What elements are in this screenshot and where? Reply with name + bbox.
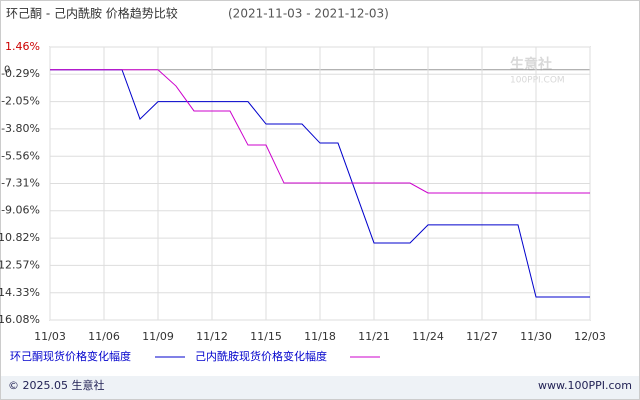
footer-right: www.100PPI.com (538, 379, 632, 392)
y-tick-label: -3.80% (1, 122, 40, 135)
x-tick-label: 11/03 (34, 330, 66, 343)
x-tick-label: 11/30 (520, 330, 552, 343)
y-tick-label: -14.33% (0, 286, 40, 299)
x-tick-label: 11/12 (196, 330, 228, 343)
x-tick-label: 11/18 (304, 330, 336, 343)
y-tick-label: -12.57% (0, 258, 40, 271)
x-tick-label: 11/15 (250, 330, 282, 343)
legend-label: 己内酰胺现货价格变化幅度 (195, 349, 327, 363)
watermark: 100PPI.COM (510, 76, 565, 86)
zero-label: 0 (4, 65, 10, 76)
y-tick-label: -10.82% (0, 231, 40, 244)
line (50, 69, 590, 194)
x-tick-label: 11/06 (88, 330, 120, 343)
y-tick-label: -16.08% (0, 313, 40, 326)
y-tick-label: -9.06% (1, 204, 40, 217)
watermark: 生意社 (510, 56, 552, 73)
legend-label: 环己酮现货价格变化幅度 (10, 349, 131, 363)
y-tick-label: -2.05% (1, 95, 40, 108)
y-tick-label: -5.56% (1, 149, 40, 162)
x-tick-label: 11/27 (466, 330, 498, 343)
line (50, 69, 590, 298)
x-tick-label: 11/24 (412, 330, 444, 343)
y-tick-label: 1.46% (5, 40, 40, 53)
chart-subtitle: (2021-11-03 - 2021-12-03) (228, 7, 389, 21)
x-tick-label: 12/03 (574, 330, 606, 343)
x-tick-label: 11/09 (142, 330, 174, 343)
y-tick-label: -7.31% (1, 177, 40, 190)
footer-left: © 2025.05 生意社 (8, 378, 104, 392)
chart-title: 环己酮 - 己内酰胺 价格趋势比较 (6, 6, 178, 21)
footer-bg (1, 376, 639, 399)
x-tick-label: 11/21 (358, 330, 390, 343)
y-tick-label: -0.29% (1, 67, 40, 80)
